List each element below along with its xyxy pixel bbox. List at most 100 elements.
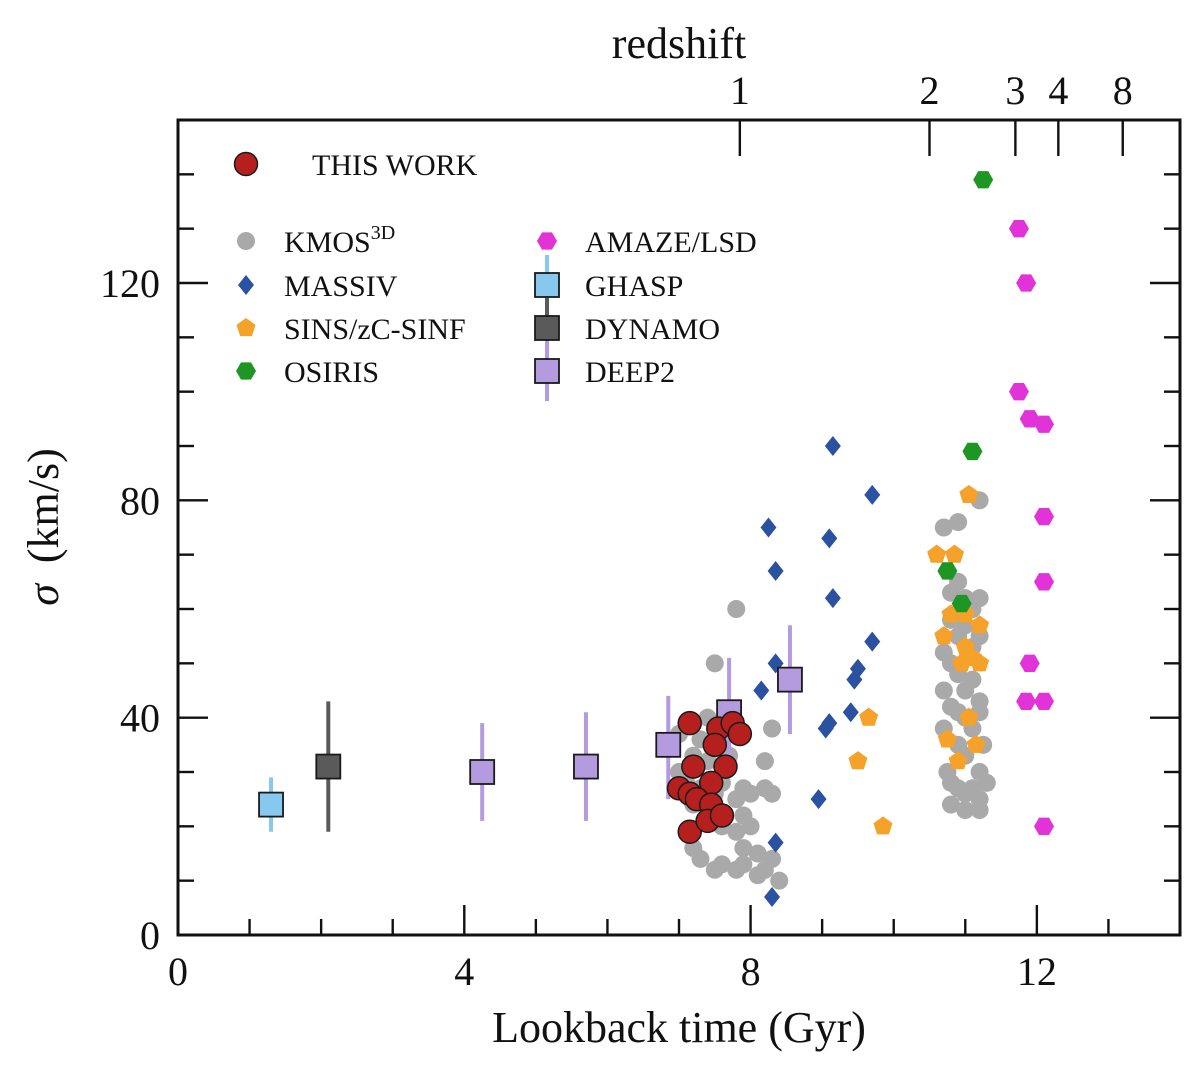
point-kmos bbox=[763, 784, 782, 803]
legend-marker-dynamo bbox=[534, 315, 560, 341]
point-amaze-lsd-shape bbox=[1034, 692, 1055, 711]
y-axis-label: σ (km/s) bbox=[19, 448, 68, 606]
legend-item-amaze-lsd: AMAZE/LSD bbox=[537, 226, 757, 259]
top-redshift-label: 3 bbox=[1005, 68, 1025, 113]
legend-item-dynamo: DYNAMO bbox=[534, 298, 720, 358]
point-sins-zc-sinf bbox=[970, 653, 990, 672]
axis-ticks bbox=[176, 120, 1180, 937]
point-deep2-shape bbox=[573, 753, 599, 780]
legend-marker-massiv bbox=[238, 275, 254, 295]
point-kmos-shape bbox=[956, 801, 975, 820]
point-dynamo bbox=[315, 753, 342, 780]
point-kmos-shape bbox=[977, 773, 996, 792]
y-tick-label: 120 bbox=[100, 261, 160, 306]
point-kmos bbox=[949, 513, 968, 532]
point-amaze-lsd bbox=[1034, 415, 1055, 433]
x-tick-label: 8 bbox=[741, 949, 761, 994]
point-sins-zc-sinf bbox=[966, 734, 986, 753]
point-massiv-shape bbox=[846, 669, 863, 690]
point-amaze-lsd-shape bbox=[1016, 274, 1037, 292]
point-sins-zc-sinf bbox=[859, 707, 879, 726]
point-kmos bbox=[934, 681, 953, 700]
point-kmos bbox=[941, 795, 960, 814]
point-amaze-lsd-shape bbox=[1008, 383, 1029, 401]
point-massiv bbox=[760, 517, 777, 538]
top-redshift-label: 8 bbox=[1113, 68, 1133, 113]
point-sins-zc-sinf bbox=[848, 751, 868, 770]
legend-label-amaze-lsd: AMAZE/LSD bbox=[585, 226, 757, 259]
point-kmos-shape bbox=[970, 589, 989, 608]
point-kmos bbox=[734, 839, 753, 858]
x-tick-label: 4 bbox=[454, 949, 474, 994]
top-redshift-label: 2 bbox=[920, 68, 940, 113]
point-this-work bbox=[709, 803, 735, 828]
point-kmos-shape bbox=[963, 670, 982, 689]
point-massiv-shape bbox=[817, 718, 834, 739]
point-kmos bbox=[770, 871, 789, 890]
point-massiv-shape bbox=[767, 560, 784, 581]
point-kmos-shape bbox=[712, 855, 731, 874]
legend-marker-sins-zc-sinf bbox=[236, 318, 256, 337]
point-osiris bbox=[951, 594, 972, 613]
legend-label-kmos: KMOS3D bbox=[284, 222, 395, 259]
point-massiv-shape bbox=[821, 528, 838, 549]
legend-label-osiris: OSIRIS bbox=[284, 356, 379, 389]
point-kmos bbox=[712, 855, 731, 874]
point-massiv bbox=[764, 886, 781, 907]
legend-label-this-work: THIS WORK bbox=[312, 149, 478, 182]
point-this-work-shape bbox=[727, 721, 753, 747]
point-massiv bbox=[817, 718, 834, 739]
legend-marker-deep2 bbox=[534, 358, 560, 384]
legend-item-deep2: DEEP2 bbox=[534, 341, 675, 401]
point-sins-zc-sinf-shape bbox=[948, 751, 968, 770]
point-kmos bbox=[970, 801, 989, 820]
point-sins-zc-sinf-shape bbox=[970, 615, 990, 634]
legend-marker-ghasp-shape bbox=[534, 272, 560, 298]
point-amaze-lsd-shape bbox=[1019, 654, 1040, 672]
point-massiv bbox=[767, 832, 784, 853]
point-this-work bbox=[713, 754, 738, 779]
legend-item-this-work: THIS WORK bbox=[233, 149, 478, 182]
point-kmos bbox=[956, 801, 975, 820]
point-amaze-lsd bbox=[1034, 507, 1055, 526]
point-massiv bbox=[864, 484, 881, 505]
point-amaze-lsd bbox=[1034, 692, 1055, 711]
point-massiv bbox=[767, 560, 784, 581]
point-massiv-shape bbox=[760, 517, 777, 538]
point-amaze-lsd bbox=[1016, 692, 1037, 711]
point-kmos bbox=[963, 670, 982, 689]
point-sins-zc-sinf bbox=[952, 653, 972, 672]
point-massiv-shape bbox=[767, 832, 784, 853]
point-massiv bbox=[824, 588, 841, 609]
y-axis-label-text: σ (km/s) bbox=[19, 448, 68, 606]
point-massiv-shape bbox=[864, 484, 881, 505]
legend-marker-kmos-shape bbox=[237, 232, 255, 250]
point-sins-zc-sinf-shape bbox=[848, 751, 868, 770]
point-kmos bbox=[763, 719, 782, 738]
point-kmos-shape bbox=[763, 784, 782, 803]
point-this-work bbox=[702, 732, 728, 758]
legend-marker-massiv-shape bbox=[238, 275, 254, 295]
legend-marker-sins-zc-sinf-shape bbox=[236, 318, 256, 337]
point-kmos bbox=[741, 784, 760, 803]
series-massiv bbox=[753, 436, 881, 907]
point-kmos-shape bbox=[934, 681, 953, 700]
legend: KMOS3D MASSIV SINS/zC-SINF OSIRIS AMAZE/LSD G… bbox=[233, 149, 757, 401]
legend-marker-kmos bbox=[237, 232, 255, 250]
point-massiv bbox=[846, 669, 863, 690]
point-kmos bbox=[705, 654, 724, 673]
point-this-work bbox=[727, 721, 753, 747]
data-points bbox=[258, 171, 1055, 907]
point-sins-zc-sinf-shape bbox=[859, 707, 879, 726]
point-kmos-shape bbox=[934, 518, 953, 537]
point-kmos-shape bbox=[734, 855, 753, 874]
point-kmos-shape bbox=[934, 643, 953, 662]
point-this-work-shape bbox=[713, 754, 738, 779]
point-sins-zc-sinf-shape bbox=[970, 653, 990, 672]
legend-label-sins-zc-sinf: SINS/zC-SINF bbox=[284, 313, 466, 346]
point-this-work-shape bbox=[677, 710, 702, 736]
point-amaze-lsd-shape bbox=[1034, 415, 1055, 433]
legend-label-deep2: DEEP2 bbox=[585, 356, 675, 389]
x-axis-label: Lookback time (Gyr) bbox=[492, 1003, 866, 1052]
